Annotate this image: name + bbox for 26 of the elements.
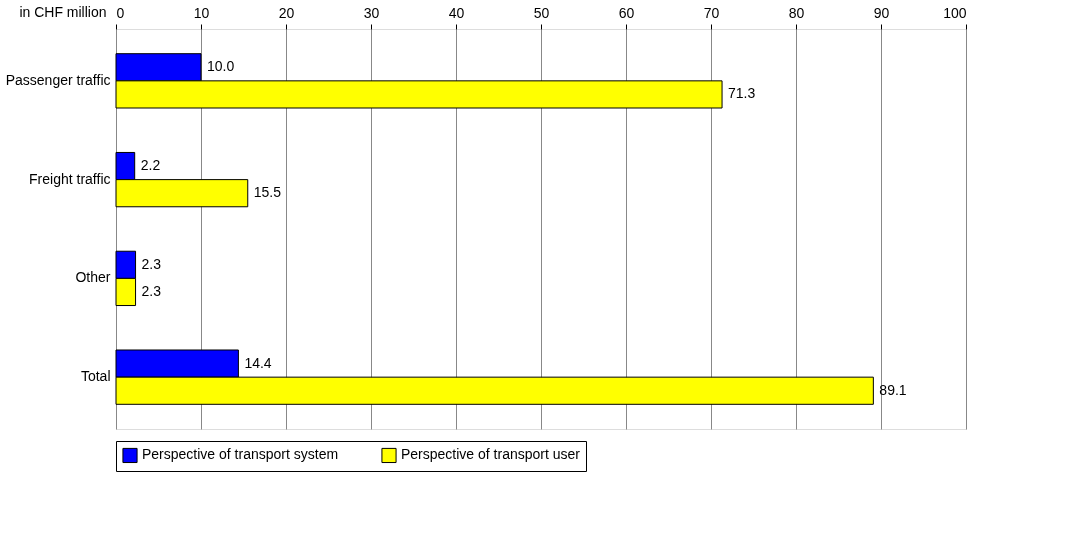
y-tick-label: Total (80, 368, 111, 385)
x-axis-title: in CHF million (19, 3, 107, 20)
data-label: 89.1 (879, 381, 907, 398)
legend-label: Perspective of transport system (142, 446, 339, 463)
x-tick-label: 80 (788, 4, 805, 21)
data-label: 2.3 (141, 282, 162, 299)
data-label: 15.5 (253, 184, 282, 201)
x-tick-label: 20 (278, 4, 295, 21)
x-tick-label: 40 (448, 4, 465, 21)
data-label: 2.2 (140, 157, 161, 174)
y-tick-label: Freight traffic (29, 170, 111, 187)
x-tick-label: 50 (533, 4, 550, 21)
y-tick-label: Passenger traffic (5, 71, 111, 88)
data-label: 10.0 (207, 58, 235, 75)
x-tick-label: 90 (873, 4, 890, 21)
x-tick-label: 70 (703, 4, 720, 21)
x-tick-label: 60 (618, 4, 635, 21)
legend-label: Perspective of transport user (401, 446, 581, 463)
x-tick-label: 0 (116, 4, 125, 21)
y-tick-label: Other (75, 269, 111, 286)
data-label: 71.3 (728, 85, 756, 102)
data-label: 2.3 (141, 255, 162, 272)
x-tick-label: 10 (193, 4, 210, 21)
data-label: 14.4 (244, 354, 272, 371)
x-tick-label: 30 (363, 4, 380, 21)
x-tick-label: 100 (943, 4, 967, 21)
